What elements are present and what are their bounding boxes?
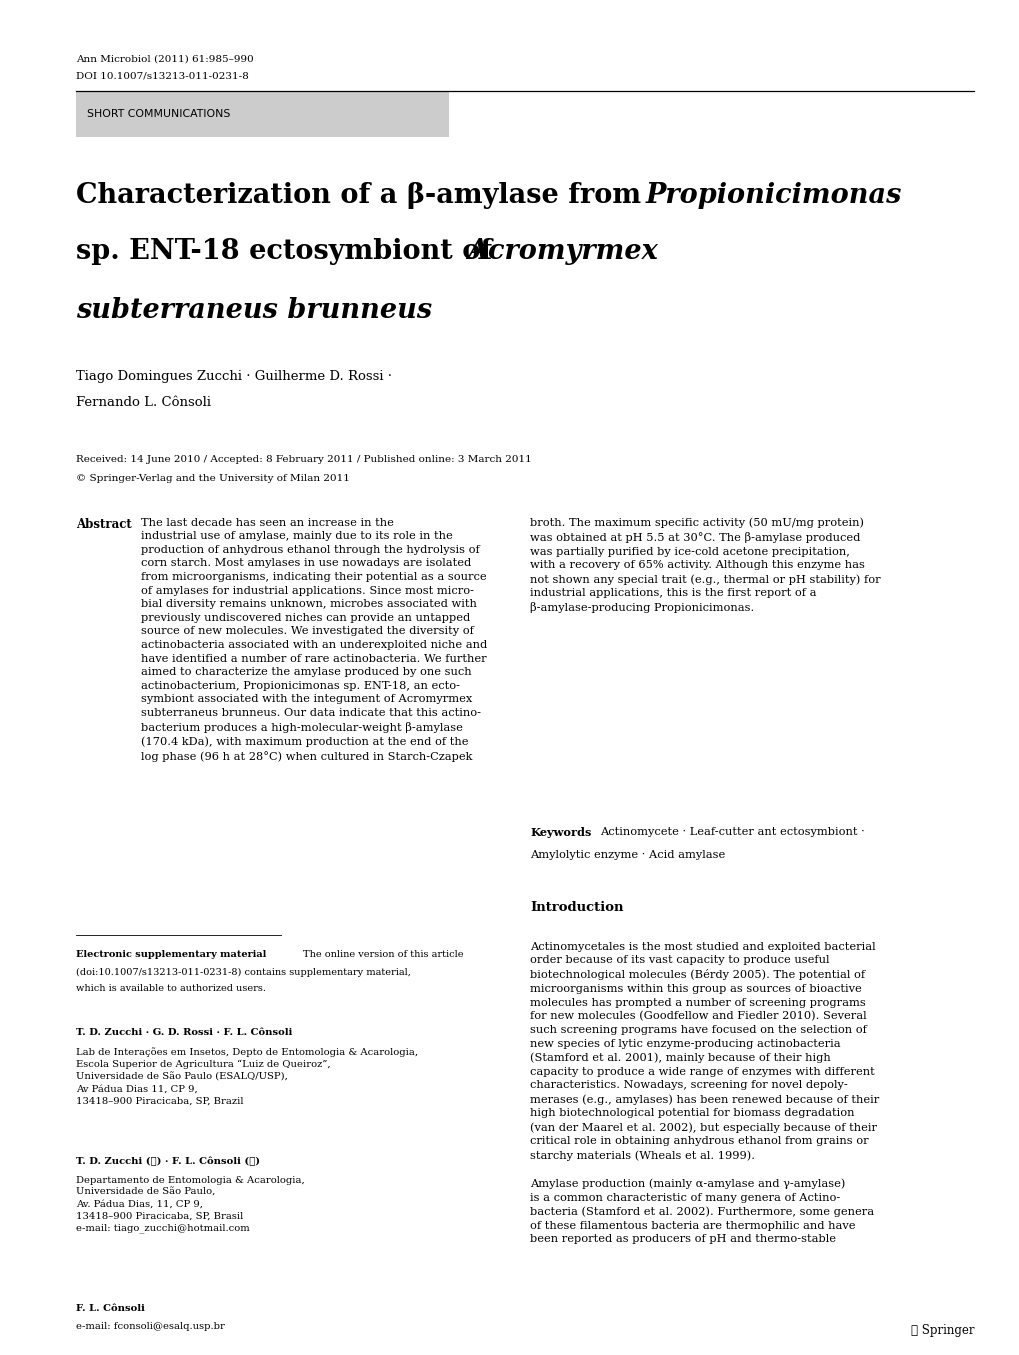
- Text: Ann Microbiol (2011) 61:985–990: Ann Microbiol (2011) 61:985–990: [76, 54, 254, 64]
- Text: Received: 14 June 2010 / Accepted: 8 February 2011 / Published online: 3 March 2: Received: 14 June 2010 / Accepted: 8 Feb…: [76, 455, 532, 465]
- Bar: [76, 91, 448, 137]
- Text: Lab de Interações em Insetos, Depto de Entomologia & Acarologia,
Escola Superior: Lab de Interações em Insetos, Depto de E…: [76, 1047, 418, 1106]
- Text: subterraneus brunneus: subterraneus brunneus: [76, 297, 432, 324]
- Text: Actinomycetales is the most studied and exploited bacterial
order because of its: Actinomycetales is the most studied and …: [530, 942, 878, 1244]
- Text: sp. ENT-18 ectosymbiont of: sp. ENT-18 ectosymbiont of: [76, 238, 501, 266]
- Text: © Springer-Verlag and the University of Milan 2011: © Springer-Verlag and the University of …: [76, 474, 351, 484]
- Text: Amylolytic enzyme · Acid amylase: Amylolytic enzyme · Acid amylase: [530, 850, 725, 859]
- Text: Keywords: Keywords: [530, 827, 591, 837]
- Text: Characterization of a β-amylase from: Characterization of a β-amylase from: [76, 182, 650, 209]
- Text: Tiago Domingues Zucchi · Guilherme D. Rossi ·: Tiago Domingues Zucchi · Guilherme D. Ro…: [76, 370, 392, 383]
- Text: Acromyrmex: Acromyrmex: [467, 238, 657, 266]
- Text: Introduction: Introduction: [530, 901, 624, 915]
- Text: (doi:10.1007/s13213-011-0231-8) contains supplementary material,: (doi:10.1007/s13213-011-0231-8) contains…: [76, 967, 411, 977]
- Text: Fernando L. Cônsoli: Fernando L. Cônsoli: [76, 396, 211, 409]
- Text: T. D. Zucchi (✉) · F. L. Cônsoli (✉): T. D. Zucchi (✉) · F. L. Cônsoli (✉): [76, 1157, 261, 1167]
- Text: SHORT COMMUNICATIONS: SHORT COMMUNICATIONS: [87, 108, 230, 119]
- Text: e-mail: fconsoli@esalq.usp.br: e-mail: fconsoli@esalq.usp.br: [76, 1322, 225, 1332]
- Text: T. D. Zucchi · G. D. Rossi · F. L. Cônsoli: T. D. Zucchi · G. D. Rossi · F. L. Cônso…: [76, 1028, 292, 1038]
- Text: Propionicimonas: Propionicimonas: [645, 182, 901, 209]
- Text: F. L. Cônsoli: F. L. Cônsoli: [76, 1304, 146, 1313]
- Text: Electronic supplementary material: Electronic supplementary material: [76, 950, 267, 959]
- Text: which is available to authorized users.: which is available to authorized users.: [76, 984, 266, 993]
- Text: DOI 10.1007/s13213-011-0231-8: DOI 10.1007/s13213-011-0231-8: [76, 72, 249, 81]
- Text: Abstract: Abstract: [76, 518, 132, 531]
- Text: The last decade has seen an increase in the
industrial use of amylase, mainly du: The last decade has seen an increase in …: [141, 518, 486, 763]
- Text: broth. The maximum specific activity (50 mU/mg protein)
was obtained at pH 5.5 a: broth. The maximum specific activity (50…: [530, 518, 880, 614]
- Text: Actinomycete · Leaf-cutter ant ectosymbiont ·: Actinomycete · Leaf-cutter ant ectosymbi…: [599, 827, 864, 836]
- Text: Departamento de Entomologia & Acarologia,
Universidade de São Paulo,
Av. Pádua D: Departamento de Entomologia & Acarologia…: [76, 1176, 305, 1233]
- Text: Ⓢ Springer: Ⓢ Springer: [910, 1324, 973, 1337]
- Text: The online version of this article: The online version of this article: [303, 950, 463, 959]
